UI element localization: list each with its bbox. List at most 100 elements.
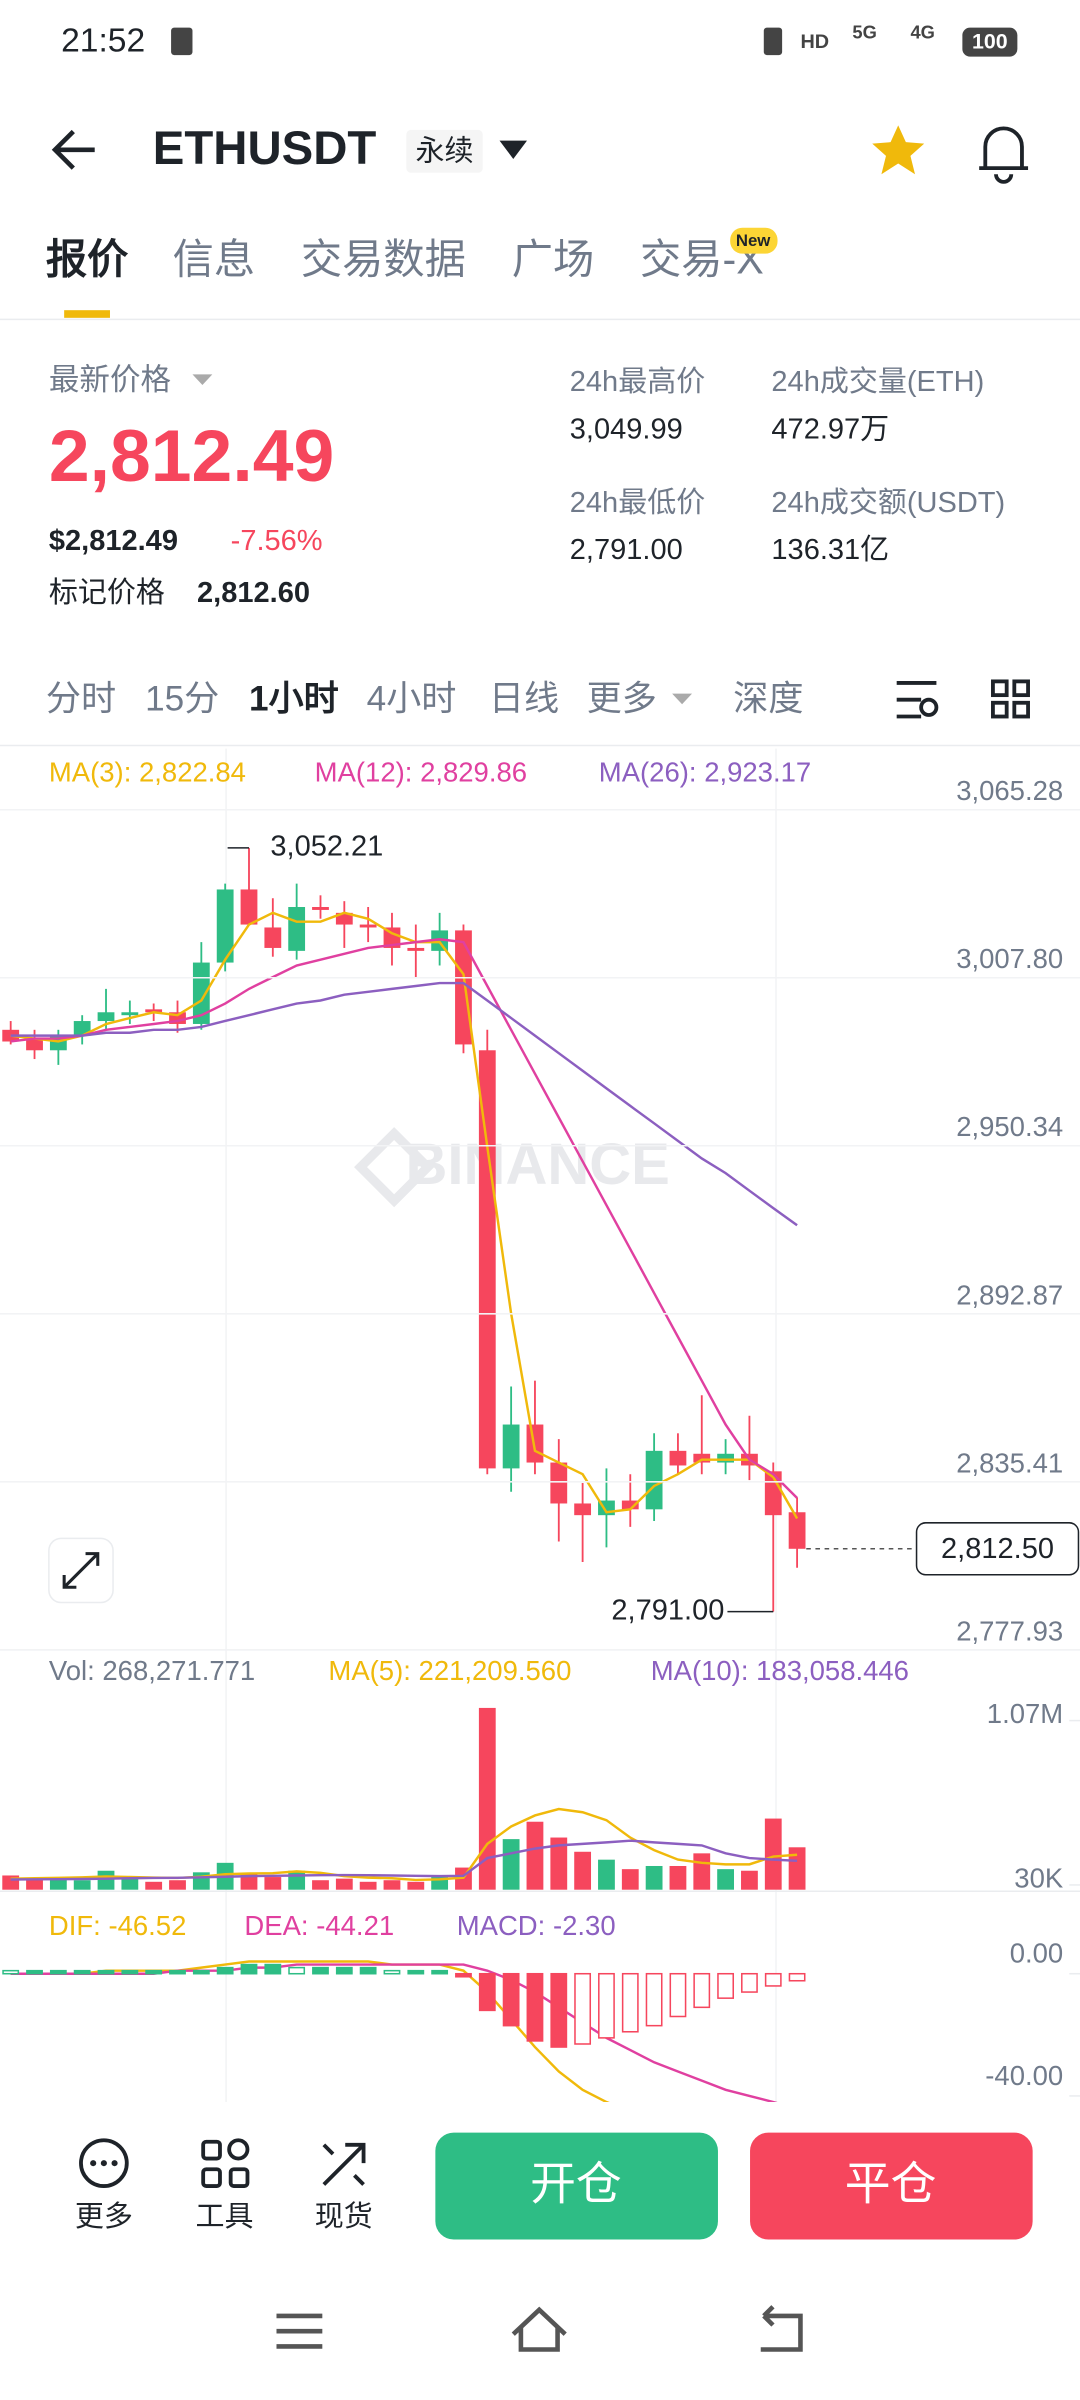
y-tick-label: 3,007.80 [956,943,1063,974]
interval[interactable]: 更多 [587,680,657,719]
tools-label[interactable]: 工具 [196,2201,254,2233]
interval[interactable]: 深度 [733,680,803,719]
candle-body [788,1512,806,1549]
interval[interactable]: 日线 [489,680,559,719]
tab[interactable]: 交易数据 [301,237,466,283]
candle-body [169,1012,186,1024]
legend-name: MA(3) [49,757,124,788]
legend-sep: : [405,757,420,788]
candle-body [669,1450,687,1466]
close-label[interactable]: 平仓 [845,2159,937,2210]
stat-label: 24h成交额(USDT) [771,486,1005,519]
interval[interactable]: 4小时 [367,680,457,719]
tab-indicator [64,310,110,318]
macd-bar [526,1972,544,2042]
hd-label: HD [800,31,829,53]
more-icon[interactable] [79,2138,129,2188]
candle-body [97,1012,115,1022]
macd-bar [764,1972,782,1987]
legend-sep: : [301,1910,316,1941]
candle-body [240,889,258,925]
tab[interactable]: 广场 [512,237,594,283]
back-button[interactable] [51,129,95,170]
chart-settings-icon[interactable] [896,681,939,719]
macd-bar [216,1966,234,1975]
legend-name: MA(26) [599,757,689,788]
candle-body [335,912,353,925]
legend-value: 221,209.560 [419,1655,572,1686]
volume-bar [383,1880,401,1890]
price-dropdown[interactable] [192,374,213,386]
status-time: 21:52 [61,23,145,60]
open-button[interactable] [435,2132,718,2240]
net2-label: 4G [910,22,934,43]
tools-icon[interactable] [201,2138,250,2188]
candle-body [145,1009,163,1013]
volume-bar [621,1869,639,1890]
legend-value: -44.21 [316,1910,394,1941]
favorite-star[interactable] [872,125,925,175]
new-badge: New [736,231,771,250]
tag-bg [406,129,483,173]
pane [2,1707,806,1890]
nav-menu[interactable] [276,2313,323,2349]
price-change: -7.56% [231,525,323,557]
volume-bar [788,1847,806,1890]
dot [111,2160,118,2167]
tab[interactable]: 信息 [173,237,255,283]
interval[interactable]: 1小时 [249,680,339,719]
more-label[interactable]: 更多 [75,2200,133,2233]
interval[interactable]: 15分 [145,680,219,719]
new-badge-bg [730,227,778,254]
close-button[interactable] [750,2132,1033,2240]
macd-bar [359,1966,377,1975]
candle-body [693,1453,711,1463]
candle-body [407,947,425,951]
macd-bar [621,1972,639,2033]
alert-bell[interactable] [979,126,1029,184]
volume-bar [312,1880,329,1890]
stat-value: 136.31亿 [771,533,889,566]
legend-sep: : [124,757,139,788]
candle-body [478,1050,496,1469]
y-tick-label: 2,777.93 [956,1615,1063,1646]
macd-bar [693,1972,711,2009]
pane [2,1960,806,2103]
mark-price: 2,812.60 [197,577,310,609]
vibrate-icon [763,27,783,56]
volume-bar [502,1839,520,1890]
interval[interactable]: 分时 [46,680,116,719]
indicator-line [10,911,799,1520]
legend-value: 268,271.771 [102,1655,255,1686]
nav-home[interactable] [511,2306,567,2352]
layout-icon[interactable] [991,679,1030,719]
high-label: 3,052.21 [270,831,383,863]
candle-body [526,1424,544,1463]
last-price: 2,812.49 [49,415,334,497]
macd-bar [383,1969,401,1975]
spot-icon[interactable] [322,2142,366,2186]
nav-back[interactable] [760,2305,803,2352]
macd-bar [598,1972,615,2039]
legend-sep: : [87,1655,102,1686]
legend-name: MACD [457,1910,538,1941]
legend-sep: : [93,1910,108,1941]
macd-bar [2,1969,20,1975]
volume-bar [97,1870,115,1890]
stat-label: 24h最高价 [570,365,705,398]
symbol-dropdown[interactable] [499,140,528,159]
macd-bar [192,1969,210,1975]
spot-label[interactable]: 现货 [315,2200,373,2233]
legend-entry: MA(10): 183,058.446 [651,1655,909,1686]
volume-bar [574,1851,592,1890]
macd-bar [312,1966,329,1975]
volume-bar [741,1870,758,1890]
volume-bar [598,1859,615,1890]
tab[interactable]: 报价 [46,237,129,283]
more-dropdown[interactable] [672,693,692,705]
y-tick-label: 30K [1014,1863,1064,1894]
open-label[interactable]: 开仓 [530,2159,622,2210]
y-tick-label: 2,950.34 [956,1111,1063,1142]
volume-bar [478,1707,496,1890]
candle-body [73,1021,91,1036]
